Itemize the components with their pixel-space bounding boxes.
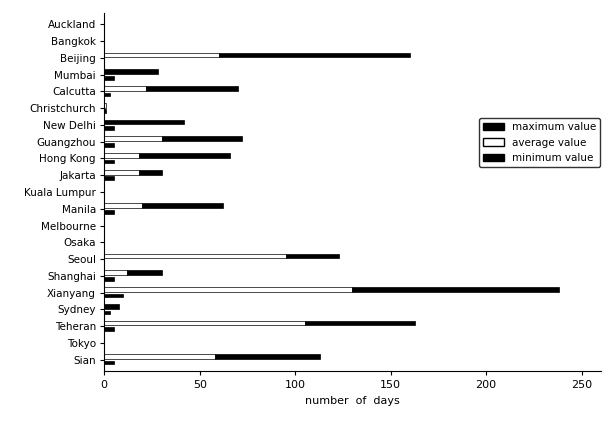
Bar: [104, 143, 114, 146]
Bar: [127, 271, 161, 275]
Bar: [219, 53, 409, 57]
Bar: [147, 86, 238, 91]
Bar: [104, 287, 352, 292]
Bar: [104, 271, 127, 275]
Bar: [104, 126, 114, 130]
Bar: [286, 254, 339, 258]
Bar: [104, 327, 114, 331]
Bar: [104, 277, 114, 281]
Bar: [104, 210, 114, 214]
Bar: [104, 176, 114, 180]
Bar: [104, 92, 110, 96]
Bar: [104, 203, 142, 208]
Bar: [139, 170, 161, 175]
Bar: [161, 136, 242, 141]
X-axis label: number  of  days: number of days: [305, 396, 400, 406]
Bar: [104, 160, 114, 163]
Bar: [104, 76, 114, 79]
Bar: [104, 103, 106, 108]
Bar: [104, 254, 286, 258]
Bar: [104, 119, 185, 124]
Bar: [305, 321, 416, 325]
Bar: [104, 354, 215, 359]
Bar: [104, 109, 106, 113]
Bar: [104, 170, 139, 175]
Bar: [352, 287, 558, 292]
Bar: [104, 361, 114, 365]
Bar: [104, 53, 219, 57]
Bar: [104, 86, 147, 91]
Legend: maximum value, average value, minimum value: maximum value, average value, minimum va…: [479, 118, 601, 167]
Bar: [104, 311, 110, 314]
Bar: [104, 136, 161, 141]
Bar: [104, 69, 158, 74]
Bar: [139, 153, 230, 158]
Bar: [215, 354, 320, 359]
Bar: [142, 203, 223, 208]
Bar: [104, 294, 123, 298]
Bar: [104, 153, 139, 158]
Bar: [104, 304, 120, 308]
Bar: [104, 321, 305, 325]
